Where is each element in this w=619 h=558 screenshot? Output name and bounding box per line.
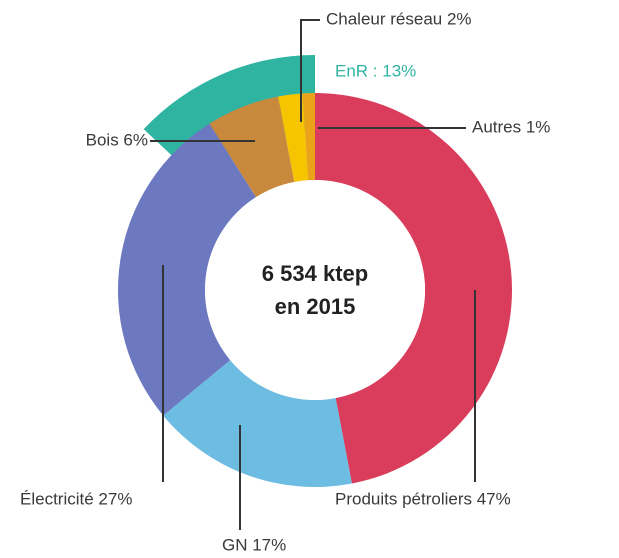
- segment-label: Autres 1%: [472, 117, 550, 136]
- segment-label: Bois 6%: [86, 130, 148, 149]
- donut-segment: [302, 93, 315, 181]
- center-label: 6 534 ktep: [262, 261, 368, 286]
- center-label: en 2015: [275, 294, 356, 319]
- segment-label: GN 17%: [222, 535, 286, 554]
- donut-hole: [205, 180, 425, 400]
- segment-label: Produits pétroliers 47%: [335, 489, 511, 508]
- leader-line: [300, 19, 320, 122]
- group-label: EnR : 13%: [335, 61, 416, 80]
- donut-segment: [118, 123, 257, 416]
- donut-segment: [209, 96, 295, 198]
- segment-label: Électricité 27%: [20, 489, 132, 508]
- donut-segment: [315, 93, 512, 484]
- segment-label: Chaleur réseau 2%: [326, 9, 472, 28]
- donut-segment: [163, 360, 352, 487]
